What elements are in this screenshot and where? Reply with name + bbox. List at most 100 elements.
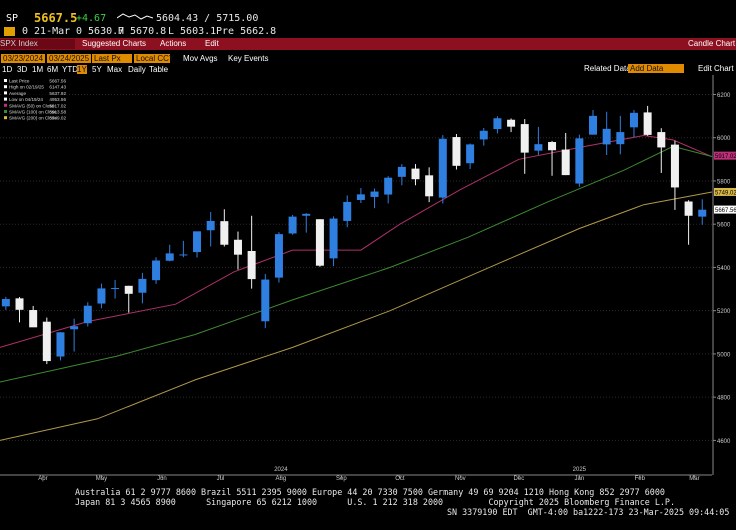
x-tick-label: Jun	[157, 476, 167, 482]
right-menu[interactable]: Edit Chart	[698, 64, 734, 73]
candle-body	[233, 239, 242, 255]
candle-body	[534, 144, 543, 151]
footer-line: SN 3379190 EDT GMT-4:00 ba1222-173 23-Ma…	[447, 507, 730, 517]
candle-body	[152, 260, 161, 281]
moving-average	[0, 145, 713, 383]
currency-select[interactable]: Local CCY	[134, 54, 175, 63]
moving-average	[0, 134, 713, 348]
candle-body	[179, 254, 188, 256]
legend-value: 5667.56	[49, 79, 66, 84]
day-range: 5604.43 / 5715.00	[156, 13, 259, 24]
option[interactable]: Key Events	[228, 54, 269, 63]
year-label: 2024	[274, 467, 288, 473]
period-button[interactable]: 1M	[32, 65, 44, 74]
field-select[interactable]: Last Px	[92, 54, 132, 63]
y-tick-label: 5600	[717, 223, 731, 229]
legend-value: 6147.43	[49, 85, 66, 90]
x-tick-label: Feb	[635, 476, 646, 482]
end-date[interactable]: 03/24/2025	[47, 54, 92, 63]
candle-body	[29, 310, 38, 328]
legend-swatch	[4, 116, 7, 120]
legend-value: 5917.02	[49, 103, 66, 108]
candle-body	[1, 299, 10, 307]
candle-body	[111, 287, 120, 289]
y-tick-label: 4800	[717, 396, 731, 402]
toolbar	[0, 38, 736, 50]
status-icon	[4, 27, 15, 36]
last-value-box	[714, 205, 736, 214]
candle-body	[261, 279, 270, 322]
candle-body	[274, 234, 283, 278]
candle-body	[643, 112, 652, 135]
candle-body	[616, 132, 625, 145]
legend-value: 5637.92	[49, 91, 66, 96]
start-date[interactable]: 03/23/2024	[1, 54, 46, 63]
quote-detail: H 5670.8	[118, 26, 167, 37]
candle-body	[575, 138, 584, 184]
candle-body	[302, 213, 311, 216]
y-tick-label: 5200	[717, 309, 731, 315]
legend-label: SMAVG (50) on Close	[9, 103, 55, 108]
menu[interactable]: Suggested Charts	[82, 39, 147, 48]
legend-swatch	[4, 97, 7, 101]
legend-swatch	[4, 91, 7, 95]
candle-body	[70, 326, 79, 330]
candle-body	[329, 218, 338, 259]
legend-label: SMAVG (100) on Close	[9, 110, 57, 115]
legend-label: Low on 04/19/24	[9, 97, 43, 102]
y-tick-label: 5800	[717, 179, 731, 185]
candle-body	[138, 278, 147, 293]
candle-body	[602, 128, 611, 145]
menu[interactable]: Edit	[205, 39, 219, 48]
candle-body	[548, 142, 557, 151]
candle-body	[124, 285, 133, 294]
menu[interactable]: Actions	[160, 39, 187, 48]
candle-body	[452, 137, 461, 166]
last-value-label: 5749.02	[715, 190, 736, 196]
candle-body	[193, 231, 202, 253]
candle-body	[698, 209, 707, 217]
legend-label: Last Price	[9, 79, 30, 84]
y-tick-label: 4600	[717, 439, 731, 445]
period-button[interactable]: 6M	[47, 65, 59, 74]
legend-box	[2, 77, 68, 123]
legend-label: High on 02/19/25	[9, 85, 44, 90]
legend-value: 5913.58	[49, 110, 66, 115]
candle-body	[220, 221, 229, 245]
right-menu[interactable]: Related Data	[584, 64, 631, 73]
candle-body	[384, 177, 393, 195]
candle-body	[629, 112, 638, 128]
quote-detail: 0 21-Mar	[22, 26, 71, 37]
period-button[interactable]: 5Y	[92, 65, 102, 74]
last-value-box	[714, 187, 736, 196]
option[interactable]: Mov Avgs	[183, 54, 218, 63]
legend-label: Average	[9, 91, 26, 96]
ticker: SP	[6, 13, 19, 24]
price: 5667.5	[34, 11, 78, 25]
period-button[interactable]: YTD	[62, 65, 78, 74]
chart-type: Candle Chart	[688, 39, 736, 48]
period-button[interactable]: 1Y	[77, 65, 87, 74]
period-button[interactable]: Table	[149, 65, 169, 74]
legend-value: 5749.02	[49, 116, 66, 121]
moving-average	[0, 191, 713, 441]
candle-body	[206, 220, 215, 231]
period-button[interactable]: 3D	[17, 65, 28, 74]
period-button[interactable]: 1D	[2, 65, 13, 74]
period-button[interactable]: Daily	[128, 65, 146, 74]
candle-body	[411, 168, 420, 180]
last-value-label: 5917.02	[715, 154, 736, 160]
legend-swatch	[4, 85, 7, 89]
candle-body	[507, 119, 516, 127]
x-tick-label: Oct	[395, 476, 405, 482]
x-tick-label: Apr	[38, 476, 47, 482]
right-menu[interactable]: Add Data	[628, 64, 684, 73]
period-button[interactable]: Max	[107, 65, 123, 74]
security-field[interactable]: SPX Index	[0, 39, 75, 49]
last-value-label: 5667.56	[715, 208, 736, 214]
candle-body	[315, 219, 324, 266]
x-tick-label: Jan	[575, 476, 585, 482]
candle-body	[397, 166, 406, 177]
legend-swatch	[4, 103, 7, 107]
